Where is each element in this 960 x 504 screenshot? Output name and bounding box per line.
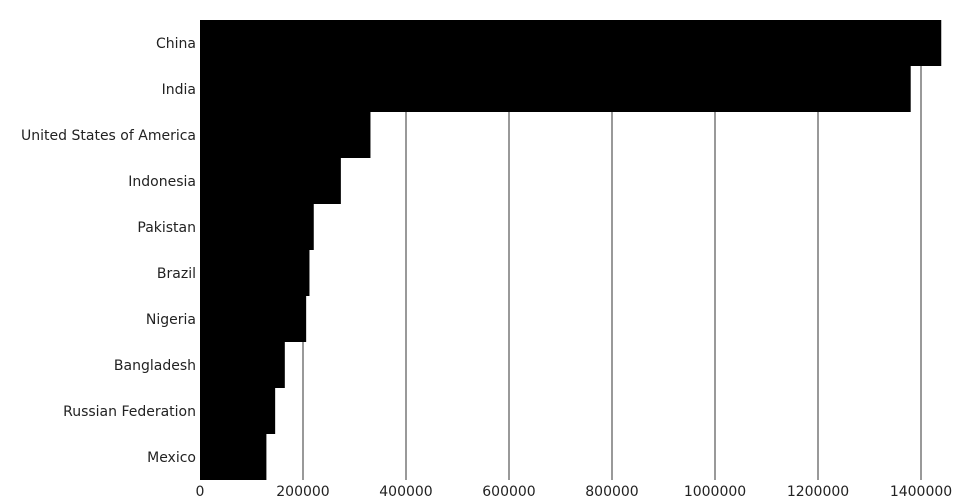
- x-tick-label: 1000000: [684, 484, 746, 500]
- y-tick-label: China: [156, 36, 196, 52]
- y-tick-label: Nigeria: [146, 312, 196, 328]
- bar-india: [200, 66, 911, 112]
- x-tick-label: 0: [196, 484, 205, 500]
- x-tick-label: 1400000: [890, 484, 952, 500]
- y-tick-label: Brazil: [157, 266, 196, 282]
- bars: [200, 20, 942, 480]
- bar-bangladesh: [200, 342, 285, 388]
- x-tick-label: 200000: [276, 484, 329, 500]
- x-tick-label: 400000: [379, 484, 432, 500]
- y-tick-label: Bangladesh: [114, 358, 196, 374]
- bar-nigeria: [200, 296, 307, 342]
- x-tick-label: 1200000: [787, 484, 849, 500]
- y-tick-label: India: [162, 82, 196, 98]
- y-tick-label: Pakistan: [137, 220, 196, 236]
- y-tick-label: United States of America: [21, 128, 196, 144]
- bar-pakistan: [200, 204, 314, 250]
- x-axis-labels: 0 200000 400000 600000 800000 1000000 1200000 1…: [196, 484, 953, 500]
- bar-united-states-of-america: [200, 112, 371, 158]
- bar-mexico: [200, 434, 267, 480]
- bar-china: [200, 20, 942, 66]
- x-tick-label: 600000: [482, 484, 535, 500]
- bar-brazil: [200, 250, 310, 296]
- x-tick-label: 800000: [585, 484, 638, 500]
- y-axis-labels: China India United States of America Indone…: [21, 36, 196, 466]
- y-tick-label: Russian Federation: [63, 404, 196, 420]
- y-tick-label: Mexico: [147, 450, 196, 466]
- y-tick-label: Indonesia: [128, 174, 196, 190]
- bar-russian-federation: [200, 388, 276, 434]
- bar-indonesia: [200, 158, 341, 204]
